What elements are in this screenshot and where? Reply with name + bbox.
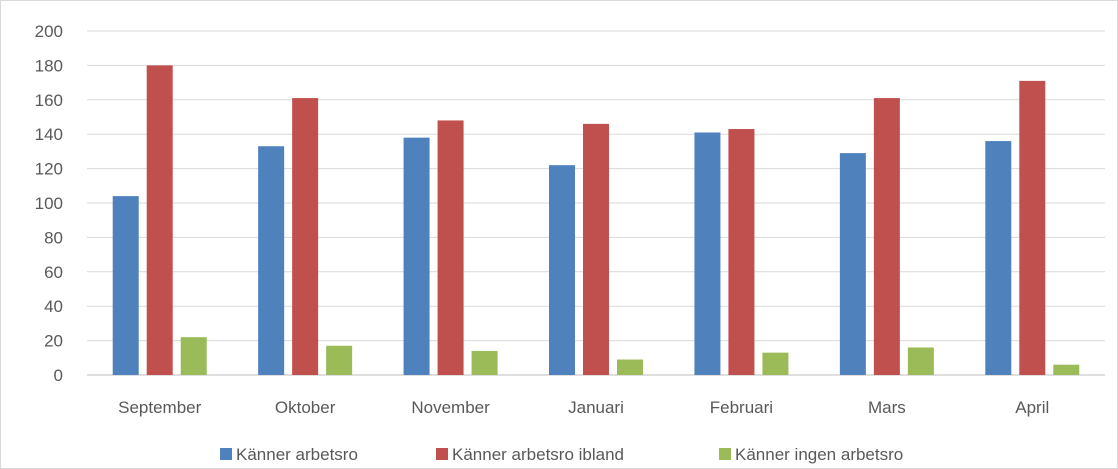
y-tick-label: 100 [35, 194, 63, 213]
legend-swatch [436, 448, 448, 460]
x-tick-label: November [411, 398, 490, 417]
bar-februari-series-3 [762, 352, 789, 375]
bar-november-series-1 [403, 137, 430, 375]
bar-januari-series-3 [617, 359, 643, 375]
y-axis-ticks: 0 20 40 60 80 100 120 140 160 180 200 [35, 22, 63, 385]
x-tick-label: Februari [710, 398, 773, 417]
y-tick-label: 180 [35, 56, 63, 75]
bar-mars-series-1 [839, 153, 866, 375]
bar-mars-series-2 [873, 98, 900, 375]
x-axis-ticks: September Oktober November Januari Februari M… [118, 398, 1049, 417]
x-tick-label: Mars [868, 398, 906, 417]
bar-februari-series-2 [728, 129, 755, 375]
bar-oktober-series-2 [292, 98, 319, 375]
legend-swatch [719, 448, 731, 460]
legend-label: Känner arbetsro [236, 445, 358, 464]
y-tick-label: 20 [44, 332, 63, 351]
bar-september-series-2 [146, 65, 173, 376]
y-tick-label: 40 [44, 297, 63, 316]
bars [112, 65, 1080, 376]
y-tick-label: 60 [44, 263, 63, 282]
x-tick-label: April [1015, 398, 1049, 417]
y-tick-label: 200 [35, 22, 63, 41]
bar-januari-series-1 [549, 165, 575, 375]
bar-oktober-series-3 [326, 345, 353, 375]
legend-label: Känner arbetsro ibland [452, 445, 624, 464]
bar-april-series-1 [985, 141, 1012, 375]
bar-januari-series-2 [583, 123, 609, 375]
bar-september-series-1 [112, 196, 139, 375]
bar-april-series-3 [1053, 364, 1080, 375]
bar-april-series-2 [1019, 80, 1046, 375]
bar-oktober-series-1 [258, 146, 285, 375]
bar-februari-series-1 [694, 132, 721, 375]
legend-label: Känner ingen arbetsro [735, 445, 903, 464]
y-tick-label: 140 [35, 125, 63, 144]
x-tick-label: Januari [568, 398, 624, 417]
bar-november-series-2 [437, 120, 464, 375]
legend-swatch [220, 448, 232, 460]
bar-november-series-3 [471, 350, 498, 375]
y-tick-label: 160 [35, 91, 63, 110]
y-tick-label: 80 [44, 228, 63, 247]
x-tick-label: Oktober [275, 398, 336, 417]
x-tick-label: September [118, 398, 201, 417]
legend: Känner arbetsro Känner arbetsro ibland Kän… [220, 445, 903, 464]
bar-mars-series-3 [907, 347, 934, 375]
y-tick-label: 0 [54, 366, 63, 385]
y-tick-label: 120 [35, 160, 63, 179]
bar-september-series-3 [180, 337, 207, 375]
